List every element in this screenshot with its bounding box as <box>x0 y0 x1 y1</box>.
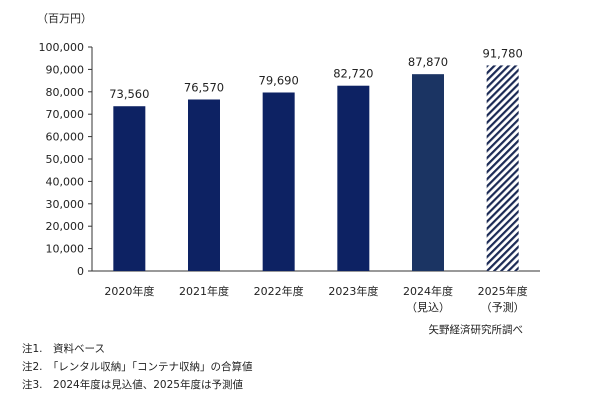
x-tick-label: 2021年度 <box>179 284 229 298</box>
y-tick-label: 40,000 <box>46 175 85 188</box>
category-labels: 2020年度 2021年度 2022年度 2023年度 2024年度 （見込） 2025年度… <box>104 284 527 314</box>
bar-2 <box>188 99 220 271</box>
y-tick-label: 20,000 <box>46 220 85 233</box>
y-tick-label: 100,000 <box>39 41 85 54</box>
value-labels: 73,560 76,570 79,690 82,720 87,870 91,780 <box>109 46 523 101</box>
y-tick-label: 50,000 <box>46 153 85 166</box>
note-2: 注2. 「レンタル収納」「コンテナ収納」の合算値 <box>22 361 253 373</box>
y-tick-label: 70,000 <box>46 108 85 121</box>
bar-3 <box>262 92 295 271</box>
notes: 注1. 資料ベース 注2. 「レンタル収納」「コンテナ収納」の合算値 注3. 2… <box>22 340 582 394</box>
y-axis-unit-label: （百万円） <box>37 12 92 25</box>
x-tick-label: 2020年度 <box>104 284 154 298</box>
data-label: 73,560 <box>109 87 149 101</box>
x-tick-label: 2022年度 <box>254 284 304 298</box>
note-3: 注3. 2024年度は見込値、2025年度は予測値 <box>22 379 243 391</box>
x-tick-label: 2024年度 <box>403 284 453 298</box>
data-label: 91,780 <box>483 46 523 60</box>
source-note: 矢野経済研究所調べ <box>429 323 524 336</box>
bars <box>113 65 519 271</box>
data-label: 87,870 <box>408 55 448 69</box>
y-tick-label: 30,000 <box>46 198 85 211</box>
x-tick-label: 2023年度 <box>328 284 378 298</box>
bar-4 <box>337 85 370 271</box>
note-1: 注1. 資料ベース <box>22 343 105 355</box>
bar-6 <box>486 65 519 271</box>
x-tick-label: （予測） <box>481 300 525 314</box>
data-label: 82,720 <box>333 67 373 81</box>
y-tick-label: 0 <box>77 265 84 278</box>
y-tick-label: 90,000 <box>46 63 85 76</box>
x-tick-label: 2025年度 <box>478 284 528 298</box>
y-tick-label: 10,000 <box>46 243 85 256</box>
data-label: 76,570 <box>184 80 224 94</box>
x-tick-label: （見込） <box>406 301 450 314</box>
y-axis: 0 10,000 20,000 30,000 40,000 50,000 60,000 70,… <box>39 41 540 278</box>
bar-5 <box>412 74 444 271</box>
y-tick-label: 60,000 <box>46 131 85 144</box>
data-label: 79,690 <box>259 73 299 87</box>
y-tick-label: 80,000 <box>46 86 85 99</box>
bar-1 <box>113 106 146 271</box>
